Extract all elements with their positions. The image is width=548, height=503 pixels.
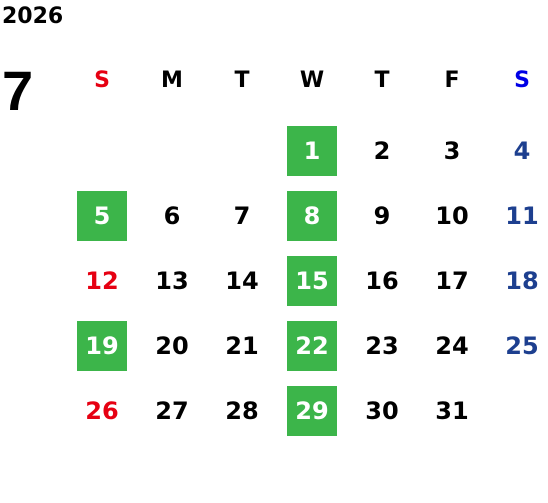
day-cell-16: 16 [365,267,399,295]
day-cell-29: 29 [287,386,337,436]
weekday-sunday: S [94,68,110,93]
day-cell-30: 30 [365,397,399,425]
day-cell-23: 23 [365,332,399,360]
day-cell-9: 9 [373,202,391,230]
year-label: 2026 [2,4,64,29]
day-cell-25: 25 [505,332,539,360]
day-cell-2: 2 [373,137,391,165]
day-cell-8: 8 [287,191,337,241]
day-cell-10: 10 [435,202,469,230]
day-cell-12: 12 [85,267,119,295]
day-cell-24: 24 [435,332,469,360]
month-number: 7 [2,59,34,122]
day-cell-26: 26 [85,397,119,425]
weekday-saturday: S [514,68,530,93]
weekday-wednesday: W [299,68,325,93]
day-cell-27: 27 [155,397,189,425]
day-cell-18: 18 [505,267,539,295]
weekday-monday: M [161,68,183,93]
day-cell-5: 5 [77,191,127,241]
day-cell-22: 22 [287,321,337,371]
day-cell-1: 1 [287,126,337,176]
day-cell-4: 4 [513,137,531,165]
day-cell-21: 21 [225,332,259,360]
day-cell-15: 15 [287,256,337,306]
day-cell-13: 13 [155,267,189,295]
day-cell-31: 31 [435,397,469,425]
weekday-thursday: T [374,68,390,93]
weekday-friday: F [444,68,460,93]
weekday-tuesday: T [234,68,250,93]
day-cell-7: 7 [233,202,251,230]
day-cell-28: 28 [225,397,259,425]
day-cell-6: 6 [163,202,181,230]
day-cell-11: 11 [505,202,539,230]
day-cell-3: 3 [443,137,461,165]
day-cell-14: 14 [225,267,259,295]
day-cell-17: 17 [435,267,469,295]
day-cell-19: 19 [77,321,127,371]
day-cell-20: 20 [155,332,189,360]
